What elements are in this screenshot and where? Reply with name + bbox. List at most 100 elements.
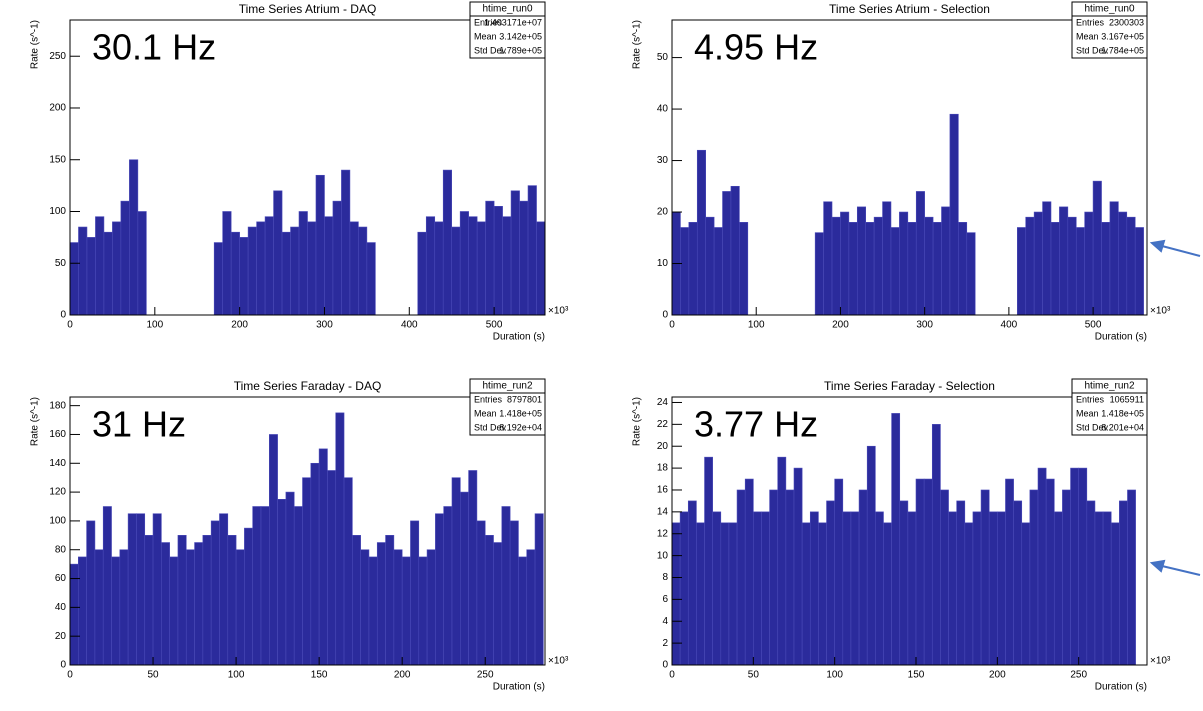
stats-value: 8797801 [507, 394, 542, 404]
stats-value: 2300303 [1109, 17, 1144, 27]
x-axis-label: Duration (s) [1095, 682, 1147, 693]
chart: Time Series Atrium - Selection 0 10 20 30 40 5… [632, 1, 1171, 343]
bar [1110, 522, 1120, 666]
stats-key: Entries [1076, 394, 1105, 404]
bar [459, 491, 469, 666]
bar [1005, 478, 1014, 666]
bar [856, 206, 867, 316]
y-tick-label: 160 [49, 429, 66, 440]
stats-key: Mean [1076, 408, 1099, 418]
bar [873, 216, 883, 316]
bar [980, 489, 990, 666]
stats-value: 1.789e+05 [499, 45, 542, 55]
bar [899, 500, 909, 666]
chart: Time Series Atrium - DAQ 0 50 100 150 200 250 0… [30, 1, 569, 343]
bar [923, 478, 933, 666]
bar [882, 201, 892, 316]
bar [442, 169, 452, 316]
bar [119, 549, 129, 666]
bar [1078, 467, 1088, 666]
bar [484, 535, 494, 666]
x-tick-label: 100 [228, 670, 245, 681]
bar [501, 506, 511, 666]
bar [493, 542, 503, 666]
bar [712, 511, 722, 666]
bar [332, 200, 342, 316]
bar [826, 500, 835, 666]
y-tick-label: 80 [55, 544, 67, 555]
y-axis-label: Rate (s^-1) [632, 397, 643, 446]
x-tick-label: 400 [1001, 320, 1018, 331]
bar [1127, 489, 1136, 666]
bar [152, 513, 162, 666]
bar [393, 549, 403, 666]
bar [964, 522, 974, 666]
bar [1101, 222, 1111, 316]
bar [137, 211, 147, 316]
bar [227, 535, 237, 666]
bar [850, 511, 860, 666]
y-tick-label: 6 [662, 594, 668, 605]
x-tick-label: 100 [748, 320, 765, 331]
bar [69, 242, 79, 316]
bar [401, 556, 411, 666]
bar [136, 513, 146, 666]
bar [865, 222, 875, 316]
y-tick-label: 18 [657, 463, 669, 474]
bar [307, 221, 317, 316]
stats-box [469, 378, 546, 436]
bar [476, 221, 486, 316]
stats-name: htime_run0 [482, 4, 532, 15]
bar [518, 556, 528, 666]
y-tick-label: 0 [662, 310, 668, 321]
bar [273, 190, 283, 316]
bar [417, 231, 427, 316]
x-tick-label: 300 [916, 320, 933, 331]
bar [335, 412, 345, 666]
y-tick-label: 12 [657, 528, 669, 539]
bar [949, 113, 959, 316]
bar [1037, 467, 1047, 666]
stats-key: Mean [474, 31, 497, 41]
stats-key: Entries [474, 394, 503, 404]
bar [1119, 500, 1128, 666]
chart: Time Series Faraday - DAQ 0 20 40 60 80 100 120… [30, 378, 569, 693]
bar [302, 477, 312, 666]
stats-key: Mean [474, 408, 497, 418]
stats-value: 1.784e+05 [1101, 45, 1144, 55]
bar [915, 191, 925, 316]
x-tick-label: 200 [394, 670, 411, 681]
y-tick-label: 100 [49, 206, 66, 217]
bar [86, 237, 96, 316]
bar [410, 520, 420, 666]
bar [671, 522, 681, 666]
y-tick-label: 150 [49, 154, 66, 165]
bar [1042, 201, 1052, 316]
bar [526, 549, 536, 666]
bar [1094, 511, 1104, 666]
y-tick-label: 120 [49, 487, 66, 498]
bar [1053, 511, 1063, 666]
bar [1118, 211, 1128, 316]
y-tick-label: 140 [49, 458, 66, 469]
x-axis-label: Duration (s) [493, 332, 545, 343]
stats-key: Entries [474, 17, 503, 27]
bar [713, 227, 723, 316]
bar [1013, 500, 1023, 666]
bar [144, 535, 154, 666]
bar [468, 216, 478, 316]
x-tick-label: 150 [908, 670, 925, 681]
bar [426, 549, 436, 666]
bar [468, 470, 478, 666]
bar [252, 506, 262, 666]
bar [1084, 211, 1094, 316]
bar [1092, 180, 1102, 316]
y-tick-label: 20 [657, 441, 669, 452]
x-multiplier: ×10³ [548, 656, 569, 667]
bar [883, 522, 892, 666]
bar [213, 242, 223, 316]
stats-value: 8.201e+04 [1101, 422, 1144, 432]
stats-box [1071, 378, 1148, 436]
y-tick-label: 20 [657, 207, 669, 218]
stats-box [1071, 1, 1148, 59]
